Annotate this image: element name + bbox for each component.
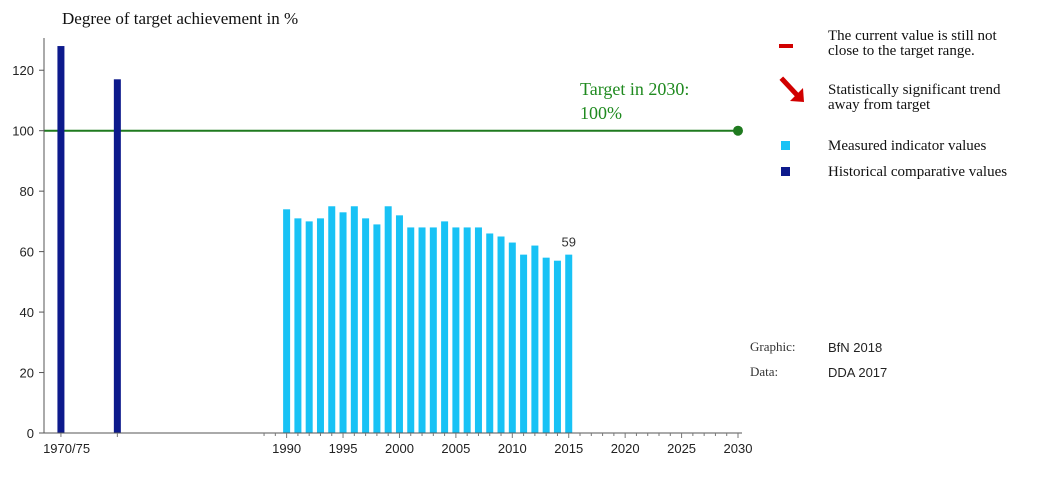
bar-measured-1999	[384, 206, 392, 433]
bar-measured-2002	[418, 227, 426, 433]
bar-measured-1996	[350, 206, 358, 433]
legend: The current value is still not close to …	[779, 28, 1007, 180]
bar-measured-2013	[542, 257, 550, 433]
y-tick-label-100: 100	[12, 124, 34, 139]
y-tick-label-0: 0	[27, 426, 34, 441]
target-point	[733, 125, 743, 136]
x-tick-label-1970-75: 1970/75	[43, 441, 90, 456]
bar-measured-2015	[565, 254, 573, 433]
source-graphic-key: Graphic:	[750, 339, 795, 354]
target-label-line1: Target in 2030:	[580, 79, 689, 99]
bar-measured-1998	[373, 224, 381, 433]
x-tick-label-2005: 2005	[441, 441, 470, 456]
bar-measured-2001	[407, 227, 415, 433]
source-block: Graphic: BfN 2018 Data: DDA 2017	[750, 339, 887, 380]
legend-item-2-line2: away from target	[828, 97, 931, 113]
bar-measured-2009	[497, 236, 505, 433]
y-tick-label-80: 80	[20, 184, 34, 199]
bar-measured-2010	[508, 242, 516, 433]
y-tick-label-20: 20	[20, 366, 34, 381]
source-data-key: Data:	[750, 364, 778, 379]
target-layer	[44, 125, 743, 136]
legend-historical-swatch	[781, 167, 790, 176]
legend-item-3-line1: Measured indicator values	[828, 138, 986, 154]
bar-measured-1994	[328, 206, 336, 433]
bar-historical-1975	[113, 79, 121, 434]
legend-item-2-line1: Statistically significant trend	[828, 82, 1001, 98]
x-tick-label-2010: 2010	[498, 441, 527, 456]
bar-measured-2006	[463, 227, 471, 433]
bar-measured-2008	[486, 233, 494, 433]
legend-measured-swatch	[781, 141, 790, 150]
bar-measured-2004	[441, 221, 449, 433]
bar-measured-2005	[452, 227, 460, 433]
chart-title: Degree of target achievement in %	[62, 9, 298, 28]
axes-layer: 0 20 40 60 80 100 120 1970/75 1990 1995 2000 2005 20…	[12, 38, 752, 456]
bar-measured-2014	[553, 260, 561, 433]
bar-measured-2011	[520, 254, 528, 433]
legend-item-1-line2: close to the target range.	[828, 43, 975, 59]
y-tick-label-40: 40	[20, 305, 34, 320]
legend-dash-icon	[779, 44, 793, 48]
bar-measured-1995	[339, 212, 347, 433]
bar-measured-1993	[316, 218, 324, 433]
bar-measured-2003	[429, 227, 437, 433]
bar-measured-1990	[283, 209, 291, 433]
bar-measured-1997	[362, 218, 370, 433]
legend-item-1-line1: The current value is still not	[828, 28, 998, 44]
bar-measured-1991	[294, 218, 302, 433]
x-tick-label-2030: 2030	[724, 441, 753, 456]
x-tick-label-2025: 2025	[667, 441, 696, 456]
x-tick-label-2000: 2000	[385, 441, 414, 456]
target-label-line2: 100%	[580, 103, 622, 123]
x-tick-label-2015: 2015	[554, 441, 583, 456]
data-label-2015: 59	[561, 235, 575, 250]
data-labels-layer: 59	[561, 235, 575, 250]
bar-measured-2000	[395, 215, 403, 433]
x-tick-label-2020: 2020	[611, 441, 640, 456]
source-graphic-value: BfN 2018	[828, 340, 882, 355]
y-tick-label-120: 120	[12, 63, 34, 78]
bar-historical-1970	[57, 46, 65, 434]
source-data-value: DDA 2017	[828, 365, 887, 380]
bar-measured-1992	[305, 221, 313, 433]
bar-measured-2007	[474, 227, 482, 433]
legend-item-4-line1: Historical comparative values	[828, 164, 1007, 180]
x-tick-label-1995: 1995	[329, 441, 358, 456]
y-tick-label-60: 60	[20, 245, 34, 260]
bars-layer	[57, 46, 573, 434]
bar-measured-2012	[531, 245, 539, 433]
arrow-down-right-icon	[779, 76, 804, 102]
x-tick-label-1990: 1990	[272, 441, 301, 456]
